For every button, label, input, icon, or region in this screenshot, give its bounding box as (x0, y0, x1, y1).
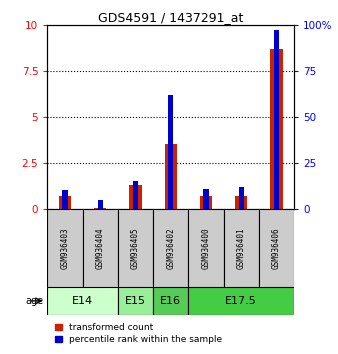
Bar (118, 209, 153, 287)
Text: GSM936402: GSM936402 (166, 227, 175, 269)
Text: E15: E15 (125, 296, 146, 306)
Text: GSM936401: GSM936401 (237, 227, 246, 269)
Text: GSM936400: GSM936400 (201, 227, 211, 269)
Bar (259, 209, 294, 287)
Bar (133, 181, 138, 209)
Bar (153, 209, 188, 287)
Text: E14: E14 (72, 296, 93, 306)
Bar (223, 209, 259, 287)
Bar (47, 287, 118, 315)
Bar (239, 187, 244, 209)
Text: E17.5: E17.5 (225, 296, 257, 306)
Text: GSM936404: GSM936404 (96, 227, 105, 269)
Legend: transformed count, percentile rank within the sample: transformed count, percentile rank withi… (52, 320, 226, 348)
Bar (47, 209, 82, 287)
Title: GDS4591 / 1437291_at: GDS4591 / 1437291_at (98, 11, 243, 24)
Bar (235, 196, 247, 209)
Bar (168, 95, 173, 209)
Bar (59, 196, 71, 209)
Bar (203, 189, 209, 209)
Bar (270, 49, 283, 209)
Bar (118, 287, 153, 315)
Text: E16: E16 (160, 296, 181, 306)
Bar (188, 287, 294, 315)
Bar (188, 209, 223, 287)
Bar (98, 200, 103, 209)
Bar (200, 196, 212, 209)
Text: GSM936403: GSM936403 (61, 227, 69, 269)
Bar (62, 190, 68, 209)
Text: GSM936406: GSM936406 (272, 227, 281, 269)
Bar (274, 30, 279, 209)
Bar (94, 208, 106, 209)
Bar (153, 287, 188, 315)
Bar (129, 185, 142, 209)
Text: age: age (26, 296, 44, 306)
Text: GSM936405: GSM936405 (131, 227, 140, 269)
Bar (165, 144, 177, 209)
Bar (82, 209, 118, 287)
